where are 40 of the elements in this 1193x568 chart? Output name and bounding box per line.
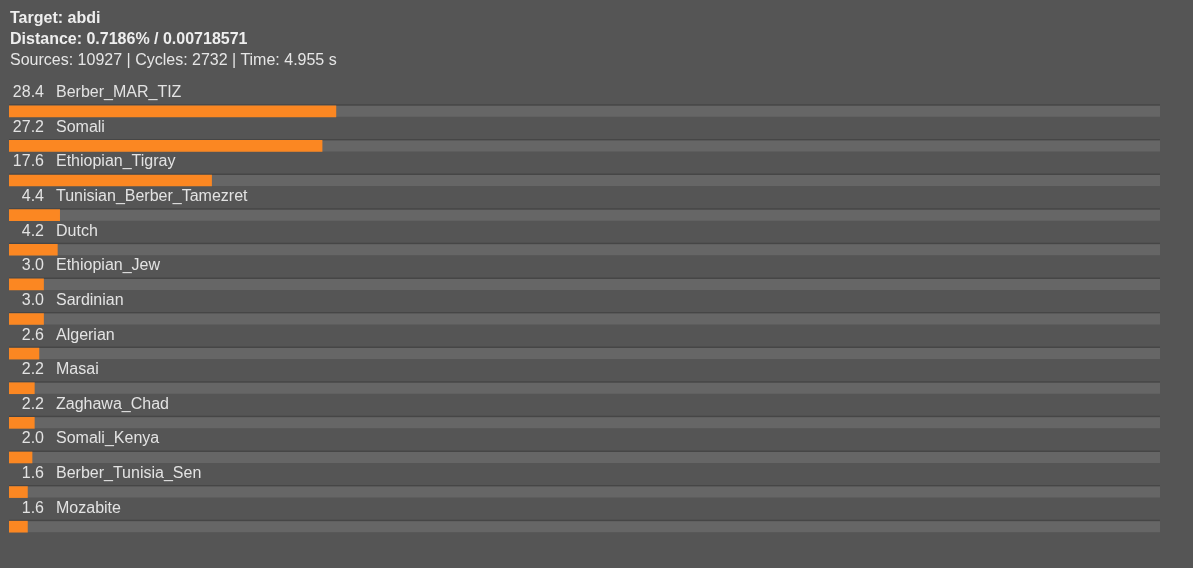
- y-tick-label: Somali: [56, 117, 105, 135]
- bar: [9, 243, 58, 256]
- data-label: 2.2: [21, 394, 45, 412]
- bar: [9, 520, 28, 533]
- chart-subtitle: Distance: 0.7186% / 0.00718571: [10, 29, 249, 49]
- data-label: 17.6: [12, 152, 45, 170]
- chart-title: Target: abdi: [10, 8, 102, 28]
- y-tick-label: Mozabite: [56, 498, 122, 516]
- y-tick-label: Somali_Kenya: [56, 429, 160, 448]
- bar: [9, 313, 44, 325]
- y-tick-label: Ethiopian_Tigray: [56, 152, 176, 171]
- data-label: 3.0: [21, 256, 45, 274]
- data-label: 4.2: [21, 221, 45, 239]
- bar: [9, 209, 60, 221]
- y-tick-label: Ethiopian_Jew: [56, 256, 161, 275]
- data-label: 1.6: [21, 463, 45, 481]
- bar: [9, 382, 35, 395]
- bar: [9, 486, 28, 498]
- bar: [9, 451, 33, 464]
- y-tick-label: Masai: [56, 360, 99, 378]
- data-label: 2.6: [21, 325, 45, 343]
- y-tick-label: Berber_Tunisia_Sen: [56, 463, 202, 482]
- bar: [9, 278, 44, 291]
- source-note: Sources: 10927 | Cycles: 2732 | Time: 4.955 s: [10, 50, 337, 70]
- bar: [9, 417, 35, 429]
- data-label: 2.2: [21, 360, 45, 378]
- data-label: 28.4: [12, 83, 45, 101]
- bar: [9, 174, 212, 187]
- bar: [9, 347, 40, 360]
- data-label: 27.2: [12, 117, 45, 135]
- data-label: 1.6: [21, 498, 45, 516]
- data-label: 3.0: [21, 290, 45, 308]
- data-label: 4.4: [21, 187, 45, 205]
- y-tick-label: Algerian: [56, 325, 115, 343]
- y-tick-label: Dutch: [56, 221, 98, 239]
- y-tick-label: Berber_MAR_TIZ: [56, 83, 182, 102]
- data-label: 2.0: [21, 429, 45, 447]
- y-tick-label: Sardinian: [56, 290, 124, 308]
- y-tick-label: Zaghawa_Chad: [56, 394, 169, 413]
- y-tick-label: Tunisian_Berber_Tamezret: [56, 187, 249, 206]
